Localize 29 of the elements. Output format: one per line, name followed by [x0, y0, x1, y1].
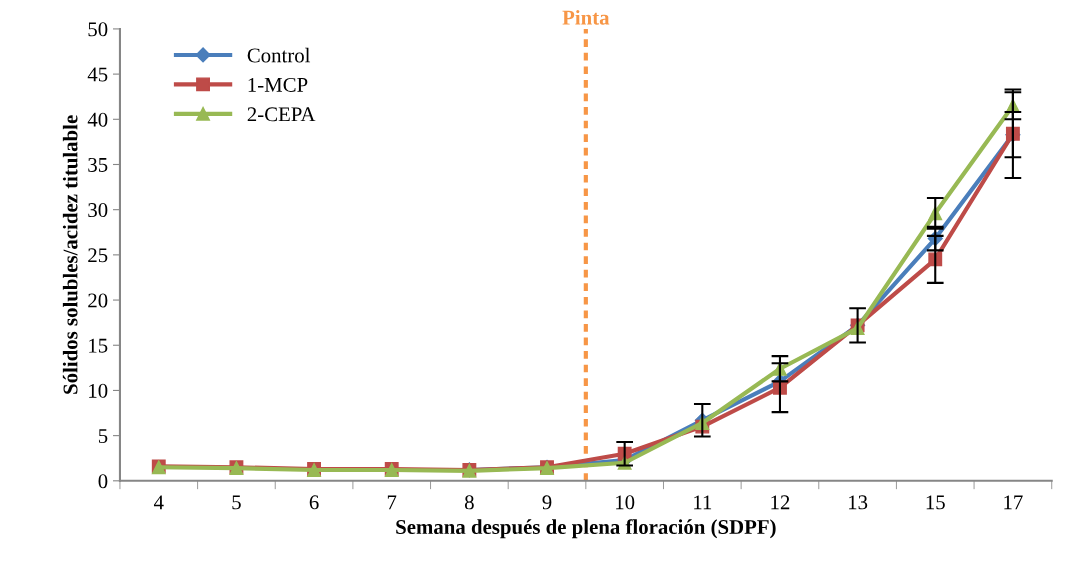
legend-label: 2-CEPA [247, 107, 316, 122]
x-tick-label: 10 [616, 495, 635, 510]
y-tick-label: 25 [88, 248, 108, 263]
y-tick-label: 5 [98, 429, 108, 444]
y-tick-label: 45 [87, 67, 108, 82]
x-tick-label: 15 [926, 495, 945, 510]
x-tick-label: 12 [771, 495, 790, 510]
x-tick-label: 11 [694, 495, 712, 510]
y-tick-label: 20 [88, 293, 108, 308]
y-tick-label: 0 [98, 474, 108, 489]
y-tick-label: 30 [88, 203, 108, 218]
y-tick-label: 10 [89, 383, 108, 398]
x-tick-label: 8 [464, 495, 474, 510]
y-tick-label: 35 [88, 157, 108, 172]
x-tick-label: 9 [542, 495, 552, 510]
x-tick-label: 4 [153, 495, 164, 510]
x-tick-label: 17 [1004, 495, 1023, 510]
y-tick-label: 15 [89, 338, 108, 353]
x-tick-label: 13 [849, 495, 868, 510]
x-tick-label: 6 [309, 495, 319, 510]
x-tick-label: 7 [387, 495, 397, 510]
legend-label: 1-MCP [248, 77, 308, 92]
x-tick-label: 5 [232, 495, 241, 510]
text: Pinta [562, 10, 610, 25]
y-tick-label: 40 [87, 112, 108, 127]
y-tick-label: 50 [88, 22, 108, 37]
x-axis-title: Semana después de plena floración (SDPF) [396, 519, 776, 539]
legend-label: Control [247, 47, 311, 63]
y-axis-title: Sólidos solubles/acidez titulable [62, 115, 78, 394]
